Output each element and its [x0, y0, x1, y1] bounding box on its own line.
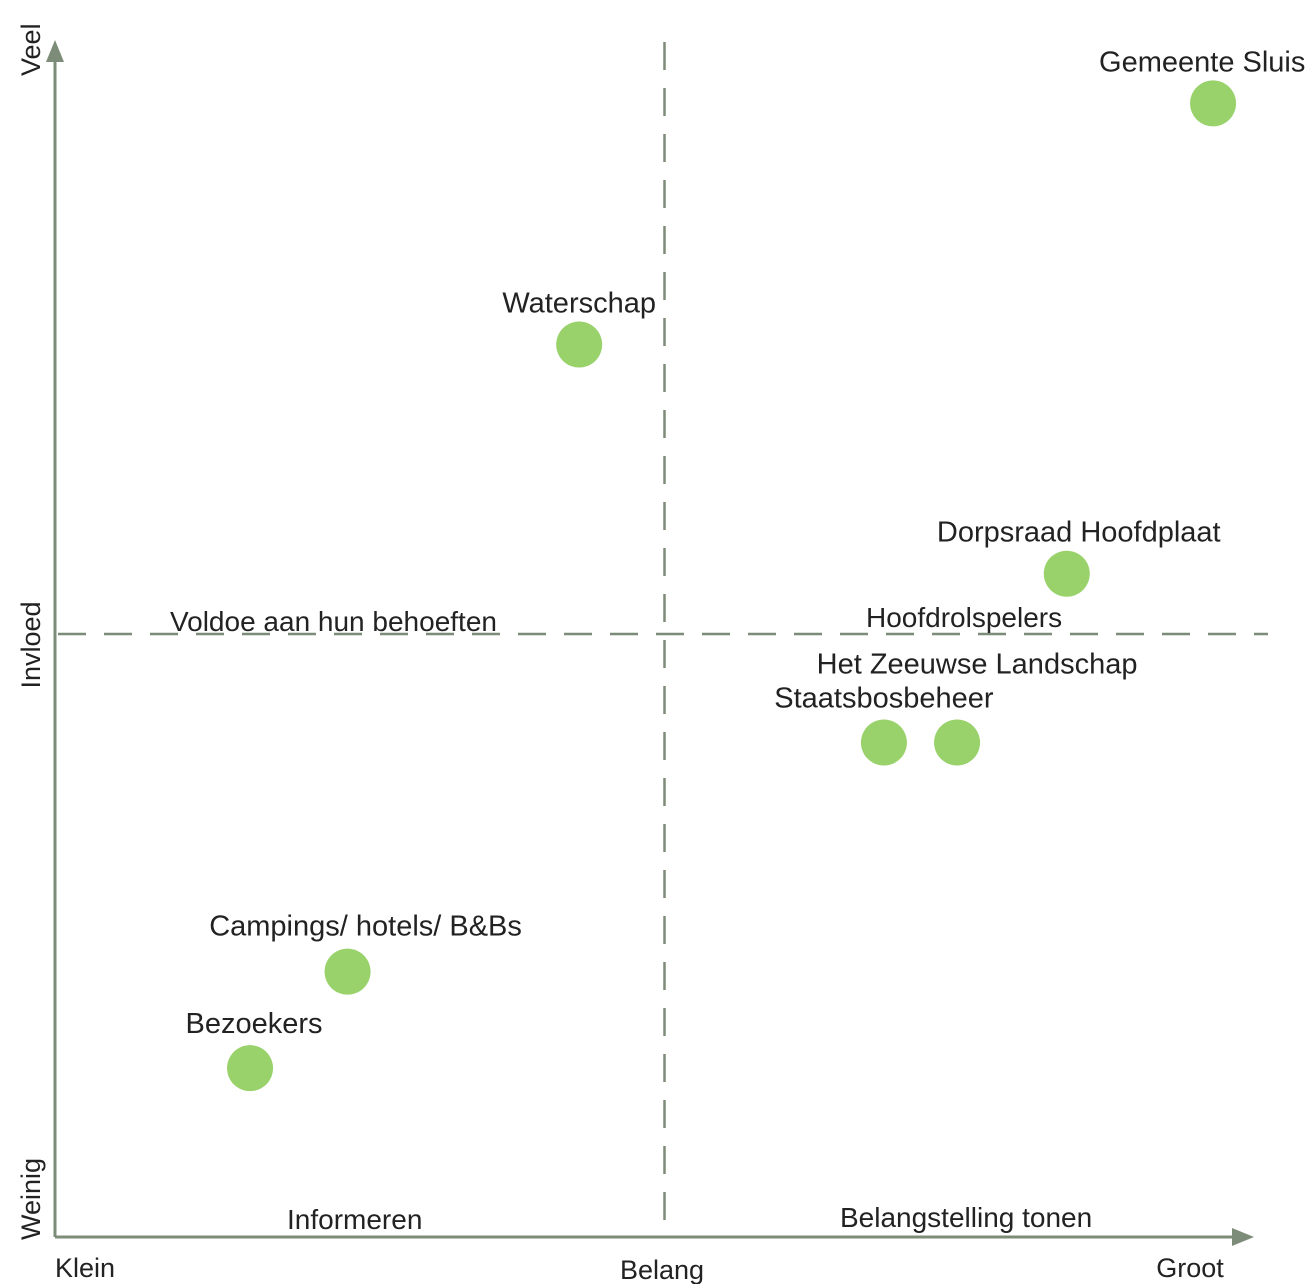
data-point-label: Bezoekers: [186, 1008, 323, 1040]
data-point-label: Het Zeeuwse Landschap: [817, 649, 1138, 681]
axes: [46, 40, 1254, 1246]
data-point: [1190, 80, 1237, 127]
y-axis-arrowhead: [46, 40, 64, 62]
x-axis-high-word: Groot: [1156, 1253, 1224, 1283]
data-point-label: Gemeente Sluis: [1099, 46, 1305, 78]
data-point-label: Waterschap: [502, 288, 656, 320]
data-point: [227, 1045, 274, 1092]
x-axis-label: Belang: [620, 1255, 704, 1284]
x-axis-low-word: Klein: [55, 1253, 115, 1283]
data-point-label: Dorpsraad Hoofdplaat: [937, 517, 1221, 549]
quadrant-bottom-left-label: Informeren: [287, 1204, 422, 1235]
x-axis-arrowhead: [1232, 1228, 1254, 1246]
data-point: [860, 719, 907, 766]
data-point: [324, 948, 371, 995]
data-points: Gemeente Sluis Waterschap Dorpsraad Hoofdp…: [186, 46, 1305, 1092]
y-axis-label: Invloed: [16, 601, 46, 688]
data-point: [934, 719, 981, 766]
quadrant-top-right-label: Hoofdrolspelers: [866, 602, 1062, 633]
data-point: [556, 321, 603, 368]
quadrant-top-left-label: Voldoe aan hun behoeften: [170, 606, 497, 637]
y-axis-high-word: Veel: [16, 23, 46, 76]
data-point: [1043, 550, 1090, 597]
data-point-label: Staatsbosbeheer: [774, 683, 994, 715]
quadrant-dividers: [58, 42, 1268, 1237]
quadrant-bottom-right-label: Belangstelling tonen: [840, 1202, 1092, 1233]
data-point-label: Campings/ hotels/ B&Bs: [209, 911, 522, 943]
y-axis-low-word: Weinig: [16, 1158, 46, 1240]
